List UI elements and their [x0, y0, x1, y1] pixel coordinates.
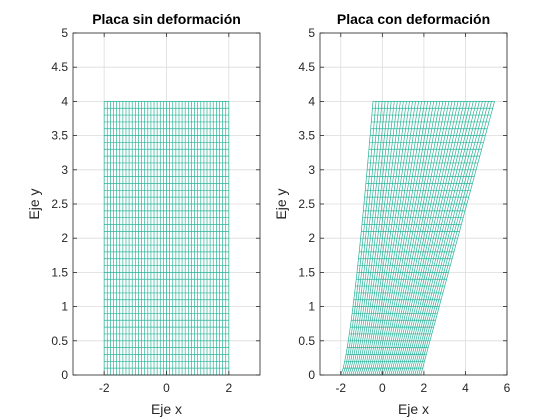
x-tick-label: 0: [163, 381, 170, 395]
y-tick-label: 3.5: [298, 129, 315, 143]
x-tick-label: 2: [421, 381, 428, 395]
x-tick-label: 6: [504, 381, 511, 395]
y-tick-label: 2: [308, 231, 315, 245]
y-tick-label: 5: [308, 26, 315, 40]
plot-con-deformacion: -2 0 2 4 6 0 0.5 1 1.5 2 2.5 3 3.5 4 4.5 5 Placa con def…: [273, 11, 511, 417]
y-tick-label: 5: [61, 26, 68, 40]
y-axis-label: Eje y: [26, 188, 42, 219]
y-tick-label: 3.5: [51, 129, 68, 143]
y-tick-label: 0: [61, 368, 68, 382]
y-tick-label: 4: [308, 94, 315, 108]
chart-title: Placa con deformación: [337, 11, 490, 27]
y-tick-label: 0.5: [51, 334, 68, 348]
y-tick-label: 1: [61, 300, 68, 314]
y-tick-label: 2.5: [51, 197, 68, 211]
y-tick-label: 2: [61, 231, 68, 245]
x-tick-label: -2: [99, 381, 110, 395]
y-tick-label: 1.5: [51, 265, 68, 279]
y-axis-label: Eje y: [273, 188, 289, 219]
ticks: -2 0 2 4 6 0 0.5 1 1.5 2 2.5 3 3.5 4 4.5 5: [298, 26, 510, 395]
y-tick-label: 1: [308, 300, 315, 314]
y-tick-label: 4.5: [51, 60, 68, 74]
mesh-line-vertical: [340, 101, 374, 376]
x-tick-label: 0: [379, 381, 386, 395]
chart-title: Placa sin deformación: [92, 11, 241, 27]
y-tick-label: 0.5: [298, 334, 315, 348]
x-tick-label: 2: [225, 381, 232, 395]
x-tick-label: -2: [335, 381, 346, 395]
y-tick-label: 3: [308, 163, 315, 177]
y-tick-label: 1.5: [298, 265, 315, 279]
y-tick-label: 4.5: [298, 60, 315, 74]
y-tick-label: 3: [61, 163, 68, 177]
mesh: [340, 101, 495, 376]
x-axis-label: Eje x: [151, 401, 182, 417]
y-tick-label: 0: [308, 368, 315, 382]
mesh: [103, 101, 230, 376]
y-tick-label: 4: [61, 94, 68, 108]
plot-sin-deformacion: -2 0 2 0 0.5 1 1.5 2 2.5 3 3.5 4 4.5 5 Placa sin defor…: [26, 11, 261, 417]
ticks: -2 0 2 0 0.5 1 1.5 2 2.5 3 3.5 4 4.5 5: [51, 26, 260, 395]
y-tick-label: 2.5: [298, 197, 315, 211]
x-tick-label: 4: [462, 381, 469, 395]
x-axis-label: Eje x: [398, 401, 429, 417]
